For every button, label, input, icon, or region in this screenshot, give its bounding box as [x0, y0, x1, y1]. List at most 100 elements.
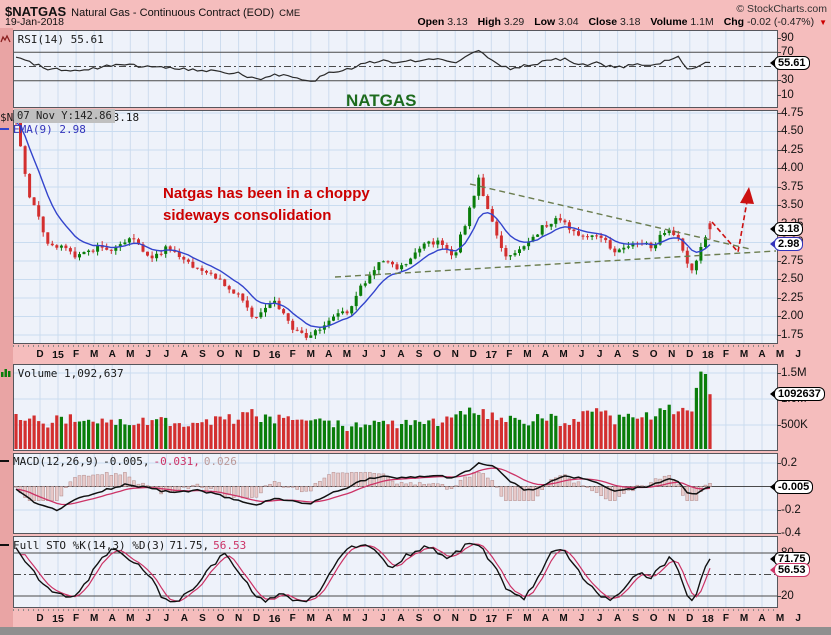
y-axis-label: 3.75 — [781, 180, 804, 193]
x-tick-month: A — [541, 349, 550, 360]
x-tick-month: J — [578, 349, 585, 360]
x-tick-month: A — [613, 613, 622, 624]
x-tick-month: A — [397, 349, 405, 360]
macd-line-icon — [0, 459, 9, 462]
x-tick-month: J — [362, 613, 368, 624]
axis-value-tag: 2.98 — [774, 237, 804, 251]
y-axis-label: 50 — [781, 568, 794, 580]
volume-plot[interactable] — [14, 365, 777, 450]
volume-legend: Volume 1,092,637 — [0, 367, 124, 380]
x-tick-month: N — [451, 613, 459, 624]
chart-date: 19-Jan-2018 — [5, 16, 64, 28]
rsi-panel[interactable] — [13, 30, 778, 108]
price-plot[interactable] — [14, 111, 777, 343]
x-tick-month: M — [342, 613, 352, 624]
x-tick-month: J — [596, 613, 603, 624]
macd-plot[interactable] — [14, 454, 777, 533]
symbol: $NATGAS — [5, 4, 67, 19]
axis-value-tag: 3.18 — [774, 222, 804, 237]
x-tick-month: A — [613, 349, 622, 360]
date-axis-top: D 15 F M A M J J A S O N D 16 F M A M J J A S O N D 17 F M A M J J A S O N D… — [0, 345, 831, 363]
y-axis-label: 2.00 — [781, 310, 804, 322]
x-tick-month: A — [758, 613, 766, 624]
date-axis-tickmarks — [13, 609, 778, 611]
x-tick-month: A — [397, 613, 405, 624]
x-tick-month: M — [306, 349, 315, 360]
x-tick-month: J — [163, 613, 170, 624]
x-tick-month: A — [180, 613, 189, 624]
x-tick-month: S — [199, 349, 206, 360]
x-tick-month: A — [108, 613, 116, 624]
x-tick-month: F — [289, 613, 296, 624]
x-tick-year: 17 — [485, 613, 498, 625]
axis-value-tag: -0.005 — [774, 480, 814, 495]
x-tick-month: S — [632, 349, 639, 360]
y-axis-label: 2.75 — [781, 254, 804, 267]
rsi-indicator-icon — [0, 34, 11, 43]
analyst-note-line2: sideways consolidation — [163, 207, 332, 224]
date-axis-bottom: D 15 F M A M J J A S O N D 16 F M A M J J A S O N D 17 F M A M J J A S O N D… — [0, 609, 831, 627]
x-tick-year: 15 — [52, 349, 64, 361]
x-tick-month: J — [795, 349, 801, 360]
chg-label: Chg — [723, 16, 745, 28]
x-tick-month: J — [795, 613, 801, 624]
x-tick-month: S — [632, 613, 639, 624]
copyright: © StockCharts.com — [736, 3, 827, 15]
stochastics-panel[interactable] — [13, 536, 778, 608]
axis-value-tag: 1092637 — [774, 387, 825, 402]
x-tick-month: O — [433, 613, 441, 624]
ema-line-icon — [0, 127, 9, 130]
y-axis-label: 30 — [781, 74, 794, 87]
x-tick-year: 18 — [702, 613, 714, 625]
stochastics-line-icon — [0, 543, 9, 546]
x-tick-month: M — [523, 349, 532, 360]
y-axis-label: 2.25 — [781, 291, 804, 304]
x-tick-month: M — [775, 349, 785, 360]
x-tick-month: J — [380, 613, 386, 624]
stochastics-d-value: 56.53 — [213, 539, 247, 552]
x-tick-year: 16 — [268, 613, 281, 625]
rsi-plot[interactable] — [14, 31, 777, 107]
ema-legend: EMA(9) 2.98 — [0, 123, 86, 136]
x-tick-month: F — [73, 613, 80, 624]
x-tick-month: M — [523, 613, 532, 624]
y-axis-label: 2.50 — [781, 273, 804, 285]
x-tick-month: M — [739, 613, 749, 624]
volume-label: Volume — [650, 16, 688, 28]
close-value: 3.18 — [619, 16, 641, 28]
x-tick-month: M — [342, 349, 352, 360]
y-axis-label: 4.50 — [781, 125, 804, 137]
x-tick-month: J — [380, 349, 386, 360]
volume-panel[interactable] — [13, 364, 778, 451]
stochastics-plot[interactable] — [14, 537, 777, 607]
macd-legend: MACD(12,26,9) -0.005, -0.031, 0.026 — [0, 455, 237, 468]
stochastics-k-value: 71.75, — [169, 539, 210, 552]
x-tick-month: O — [216, 349, 225, 360]
y-axis-label: 80 — [781, 546, 794, 559]
chg-value: -0.02 (-0.47%) — [747, 16, 815, 28]
x-tick-month: F — [722, 349, 729, 360]
x-tick-month: D — [686, 613, 694, 624]
bottom-bar — [0, 627, 831, 635]
title-row: $NATGAS Natural Gas - Continuous Contract… — [5, 3, 300, 21]
exchange: CME — [279, 8, 301, 19]
rsi-legend: RSI(14) 55.61 — [0, 33, 104, 46]
x-tick-month: J — [145, 613, 152, 624]
x-tick-month: A — [758, 349, 766, 360]
axis-value-tag: 56.53 — [774, 562, 810, 577]
ema-legend-text: EMA(9) 2.98 — [13, 123, 86, 136]
x-tick-month: D — [686, 349, 694, 360]
x-tick-month: S — [415, 349, 423, 360]
macd-panel[interactable] — [13, 453, 778, 534]
y-axis-label: 90 — [781, 31, 794, 44]
volume-bars-icon — [1, 369, 11, 377]
price-panel[interactable] — [13, 110, 778, 344]
x-tick-month: D — [36, 349, 44, 360]
high-label: High — [477, 16, 501, 28]
y-axis-label: 20 — [781, 589, 794, 602]
x-tick-year: 17 — [485, 349, 498, 361]
x-tick-month: N — [668, 613, 676, 624]
low-value: 3.04 — [558, 16, 579, 28]
x-tick-month: O — [649, 349, 658, 360]
